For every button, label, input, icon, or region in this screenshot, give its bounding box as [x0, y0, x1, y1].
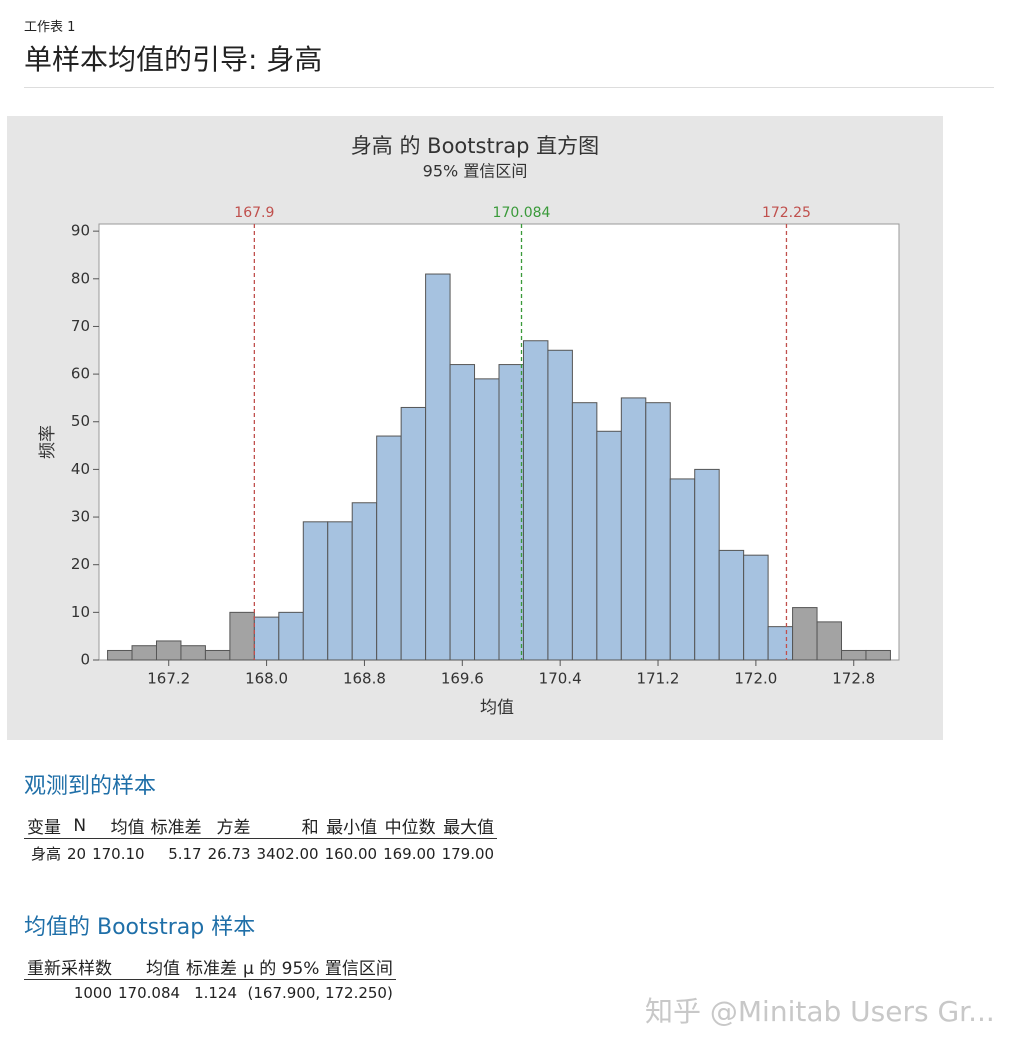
y-tick-label: 80	[71, 269, 90, 287]
bar	[498, 364, 524, 661]
table-row: 变量 N 均值 标准差 方差和最小值 中位数 最大值	[24, 813, 498, 839]
bar	[743, 554, 769, 661]
bar	[449, 364, 476, 661]
bar	[522, 340, 549, 661]
observed-table: 变量 N 均值 标准差 方差和最小值 中位数 最大值身高 20 170.10 5.17 26.73 3…	[24, 813, 498, 865]
table-cell: 和	[253, 813, 322, 839]
y-tick-label: 10	[71, 603, 90, 621]
bar	[302, 521, 329, 661]
chart-subtitle: 95% 置信区间	[423, 162, 528, 181]
sheet-label: 工作表 1	[24, 20, 76, 35]
bar	[816, 621, 843, 661]
y-axis-label: 频率	[38, 425, 58, 459]
x-tick-label: 168.0	[245, 670, 288, 688]
table-row: 1000 170.084 1.124 (167.900, 172.250)	[24, 980, 396, 1002]
y-tick-label: 90	[71, 222, 90, 240]
section-title: 观测到的样本	[24, 774, 157, 799]
chart: 身高 的 Bootstrap 直方图 95% 置信区间 均值 频率 0 10 20 3…	[7, 116, 943, 740]
table-cell: 1.124	[194, 984, 238, 1002]
bar	[351, 502, 378, 661]
bar	[131, 645, 157, 661]
table-cell: 20	[67, 844, 87, 863]
table-cell: 最大值	[438, 813, 498, 839]
bar	[327, 521, 353, 661]
table-cell: 5.17	[168, 844, 202, 863]
bar	[376, 435, 402, 661]
bar	[645, 402, 671, 661]
y-tick-label: 20	[71, 555, 90, 573]
table-cell: 均值	[89, 813, 148, 839]
reference-label: 170.084	[493, 205, 551, 221]
table-cell: 标准差	[183, 954, 241, 980]
x-tick-label: 172.8	[832, 670, 875, 688]
x-tick-label: 169.6	[441, 670, 484, 688]
bar	[669, 478, 696, 661]
y-tick-label: 70	[71, 317, 90, 335]
bar	[474, 378, 500, 661]
section-title: 均值的 Bootstrap 样本	[24, 915, 256, 940]
page-title: 单样本均值的引导: 身高	[24, 43, 323, 76]
bar	[253, 616, 280, 661]
y-tick-label: 40	[71, 460, 90, 478]
chart-title: 身高 的 Bootstrap 直方图	[351, 134, 599, 158]
table-cell: 标准差	[147, 813, 205, 839]
reference-label: 167.9	[234, 205, 274, 221]
y-tick-label: 0	[80, 651, 90, 669]
table-cell: 3402.00	[256, 844, 319, 863]
bar	[718, 549, 745, 661]
y-tick-label: 50	[71, 412, 90, 430]
table-cell: 179.00	[441, 844, 495, 863]
bar	[107, 649, 133, 661]
y-tick-label: 30	[71, 508, 90, 526]
table-cell: 169.00	[383, 844, 436, 863]
table-cell: 1000	[73, 984, 112, 1002]
bar	[400, 406, 427, 661]
bar	[694, 468, 720, 661]
reference-label: 172.25	[762, 205, 811, 221]
table-cell: 170.10	[92, 844, 145, 863]
bar	[792, 607, 818, 661]
bar	[547, 349, 573, 661]
x-tick-label: 172.0	[734, 670, 777, 688]
table-cell: 身高	[30, 845, 61, 863]
bar	[204, 649, 231, 661]
bar	[767, 626, 794, 661]
table-cell: 均值	[115, 954, 184, 980]
table-cell: 中位数	[380, 813, 439, 839]
table-cell: (167.900, 172.250)	[247, 984, 393, 1002]
x-tick-label: 170.4	[539, 670, 582, 688]
table-row: 重新采样数 均值 标准差 μ 的 95% 置信区间	[24, 954, 396, 980]
table-cell: 方差	[204, 813, 254, 839]
divider	[24, 87, 994, 88]
table-cell: 26.73	[207, 844, 251, 863]
bar	[425, 273, 451, 661]
bar	[571, 402, 598, 661]
x-axis-label: 均值	[480, 698, 514, 718]
table-cell: N	[64, 813, 90, 839]
bootstrap-table: 重新采样数 均值 标准差 μ 的 95% 置信区间 1000 170.084 1.124 (1…	[24, 954, 396, 1002]
y-tick-label: 60	[71, 365, 90, 383]
table-cell: 重新采样数	[24, 954, 115, 980]
bar	[865, 649, 891, 661]
table-cell: μ 的 95% 置信区间	[240, 954, 396, 980]
watermark: 知乎 @Minitab Users Gr...	[645, 995, 995, 1028]
x-tick-label: 168.8	[343, 670, 386, 688]
bar	[841, 649, 867, 661]
bar	[229, 611, 255, 661]
bar	[180, 645, 206, 661]
bar	[620, 397, 647, 661]
table-cell: 170.084	[118, 984, 181, 1002]
bar	[278, 611, 304, 661]
bar	[155, 640, 182, 661]
table-row: 身高 20 170.10 5.17 26.73 3402.00 160.00 169.00 17…	[24, 839, 497, 865]
table-cell: 变量	[24, 813, 64, 839]
table-cell: 160.00	[324, 844, 378, 863]
bar	[596, 430, 622, 661]
x-tick-label: 167.2	[147, 670, 190, 688]
x-tick-label: 171.2	[637, 670, 680, 688]
table-cell: 最小值	[321, 813, 381, 839]
